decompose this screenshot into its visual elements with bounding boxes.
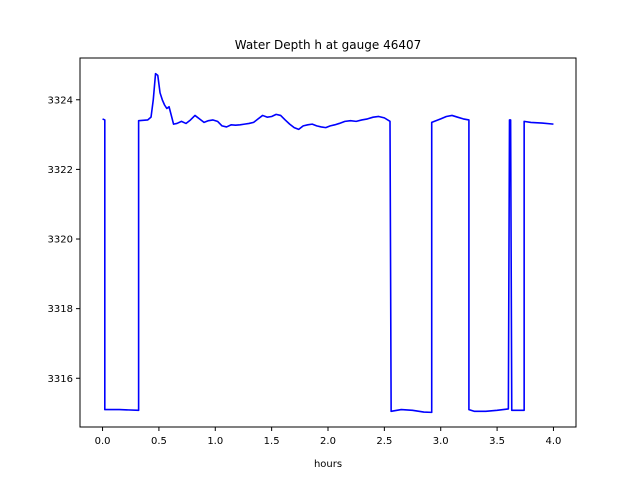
y-tick-label: 3316 xyxy=(48,374,73,385)
y-tick-label: 3320 xyxy=(48,235,73,246)
x-tick-label: 0.0 xyxy=(95,436,111,447)
x-tick-label: 2.5 xyxy=(376,436,392,447)
plot-frame xyxy=(79,57,577,428)
x-tick-label: 0.5 xyxy=(151,436,167,447)
plot-area xyxy=(79,57,577,428)
x-tick-label: 4.0 xyxy=(546,436,562,447)
x-tick-label: 3.5 xyxy=(489,436,505,447)
x-tick-label: 1.5 xyxy=(264,436,280,447)
series-line-0 xyxy=(102,72,554,414)
chart-title: Water Depth h at gauge 46407 xyxy=(235,38,422,52)
series-layer xyxy=(102,72,554,414)
y-axis: 3316 3318 3320 3322 3324 xyxy=(48,95,80,385)
x-tick-label: 3.0 xyxy=(433,436,449,447)
y-tick-label: 3318 xyxy=(48,304,73,315)
y-tick-label: 3322 xyxy=(48,165,73,176)
x-tick-label: 1.0 xyxy=(207,436,223,447)
y-tick-label: 3324 xyxy=(48,95,73,106)
x-tick-label: 2.0 xyxy=(320,436,336,447)
x-axis-label: hours xyxy=(314,459,342,470)
x-axis: 0.0 0.5 1.0 1.5 2.0 2.5 3.0 3.5 4.0 xyxy=(95,427,562,447)
